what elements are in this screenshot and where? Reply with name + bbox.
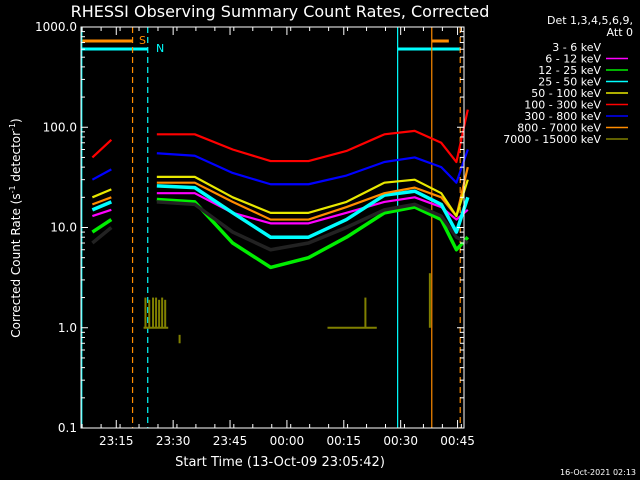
series-line — [156, 149, 469, 186]
legend-label: 50 - 100 keV — [531, 87, 601, 100]
series-layer — [91, 109, 470, 270]
y-axis-label: Corrected Count Rate (s-1 detector-1) — [8, 118, 23, 337]
flag-bars — [81, 39, 461, 51]
x-ticks: 23:15 23:30 23:45 00:00 00:15 00:30 00:45 — [81, 27, 475, 448]
series-line — [91, 226, 113, 245]
chart-title: RHESSI Observing Summary Count Rates, Co… — [71, 2, 490, 21]
series-line — [91, 168, 112, 181]
series-line — [91, 188, 112, 199]
olive-spikes — [143, 273, 431, 344]
series-line — [156, 184, 470, 239]
flag-label-n: N — [156, 42, 164, 55]
series-line — [156, 197, 470, 270]
x-tick-label: 23:45 — [213, 434, 248, 448]
y-tick-label: 0.1 — [58, 421, 77, 435]
timestamp: 16-Oct-2021 02:13 — [560, 468, 636, 477]
series-line — [156, 109, 469, 164]
series-line — [156, 166, 469, 221]
legend-label: 100 - 300 keV — [524, 99, 601, 112]
series-line — [91, 138, 113, 159]
legend-label: 800 - 7000 keV — [517, 122, 601, 135]
flag-label-s: S — [139, 34, 146, 47]
series-line — [91, 196, 112, 206]
x-tick-label: 23:15 — [99, 434, 134, 448]
y-tick-label: 1.0 — [58, 321, 77, 335]
series-line — [156, 175, 469, 218]
series-line — [156, 200, 469, 252]
y-tick-label: 1000.0 — [35, 20, 77, 34]
x-axis-label: Start Time (13-Oct-09 23:05:42) — [175, 455, 385, 470]
x-tick-label: 00:15 — [326, 434, 361, 448]
legend-label: 12 - 25 keV — [538, 64, 601, 77]
series-line — [91, 218, 113, 234]
legend-label: 3 - 6 keV — [552, 41, 601, 54]
series-line — [91, 200, 113, 212]
x-tick-label: 00:45 — [440, 434, 475, 448]
y-ticks: 0.1 1.0 10.0 100.0 1000.0 — [35, 20, 464, 435]
legend-header-2: Att 0 — [607, 26, 633, 39]
y-tick-label: 100.0 — [43, 120, 77, 134]
x-tick-label: 00:30 — [383, 434, 418, 448]
legend-label: 25 - 50 keV — [538, 76, 601, 89]
x-tick-label: 00:00 — [270, 434, 305, 448]
legend-label: 6 - 12 keV — [545, 53, 601, 66]
legend-header-1: Det 1,3,4,5,6,9, — [547, 14, 633, 27]
series-line — [92, 208, 112, 218]
legend-label: 7000 - 15000 keV — [503, 133, 601, 146]
legend-label: 300 - 800 keV — [524, 110, 601, 123]
x-tick-label: 23:30 — [156, 434, 191, 448]
y-tick-label: 10.0 — [50, 221, 77, 235]
